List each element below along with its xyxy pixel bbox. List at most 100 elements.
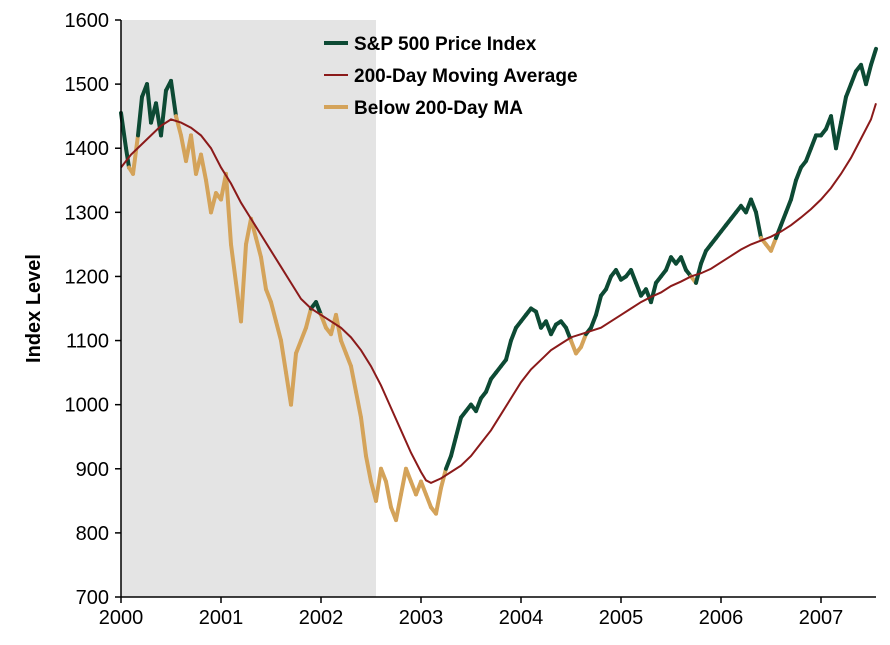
y-tick-label: 1600 xyxy=(65,10,110,32)
y-tick-label: 700 xyxy=(76,587,109,609)
below-ma-segment xyxy=(769,235,778,253)
moving-average-line xyxy=(120,103,877,484)
price-segment xyxy=(809,133,818,151)
price-segment xyxy=(749,197,758,215)
price-segment xyxy=(804,146,813,164)
price-segment xyxy=(869,46,878,67)
below-ma-segment xyxy=(319,312,328,330)
price-segment xyxy=(839,94,848,125)
price-segment xyxy=(594,293,603,317)
y-tick-label: 900 xyxy=(76,459,109,481)
below-ma-segment xyxy=(339,338,348,356)
below-ma-segment xyxy=(239,242,248,324)
below-ma-segment xyxy=(354,389,363,420)
price-segment xyxy=(834,120,843,151)
legend-label-ma: 200-Day Moving Average xyxy=(354,66,578,87)
price-segment xyxy=(119,110,128,151)
below-ma-segment xyxy=(189,133,198,176)
price-segment xyxy=(314,300,323,317)
series-layer xyxy=(119,46,878,523)
x-tick-label: 2000 xyxy=(99,607,144,629)
price-segment xyxy=(474,396,483,414)
price-segment xyxy=(454,415,463,439)
below-ma-segment xyxy=(399,466,408,497)
below-ma-segment xyxy=(264,287,273,305)
price-segment xyxy=(136,94,144,138)
legend-label-below: Below 200-Day MA xyxy=(354,98,523,119)
price-segment xyxy=(629,268,638,285)
below-ma-segment xyxy=(259,255,268,292)
legend: S&P 500 Price Index 200-Day Moving Averag… xyxy=(324,34,578,119)
below-ma-segment xyxy=(199,152,208,183)
below-ma-segment xyxy=(394,492,403,523)
legend-label-price: S&P 500 Price Index xyxy=(354,34,537,55)
price-segment xyxy=(484,377,493,394)
below-ma-segment xyxy=(131,133,140,176)
x-tick-label: 2006 xyxy=(699,607,744,629)
price-segment xyxy=(589,312,598,330)
axis-ticks: 700 800 900 1000 1100 1200 1300 1400 1500 1600 200… xyxy=(65,10,844,629)
y-axis-label: Index Level xyxy=(23,254,45,363)
price-segment xyxy=(679,255,688,273)
below-ma-segment xyxy=(334,312,343,343)
below-ma-segment xyxy=(269,300,278,324)
below-ma-segment xyxy=(254,235,263,260)
price-segment xyxy=(864,62,873,87)
below-ma-segment xyxy=(204,178,213,215)
below-ma-segment xyxy=(424,492,433,510)
y-tick-label: 1500 xyxy=(65,74,110,96)
price-segment xyxy=(754,210,763,240)
y-tick-label: 1100 xyxy=(66,331,109,353)
y-tick-label: 1400 xyxy=(65,138,110,160)
price-segment xyxy=(509,325,518,343)
price-segment xyxy=(699,248,708,266)
price-segment xyxy=(784,197,793,215)
below-ma-segment xyxy=(349,364,358,394)
below-ma-segment xyxy=(289,351,298,407)
y-tick-label: 800 xyxy=(76,523,109,545)
price-segment xyxy=(444,453,453,471)
below-ma-segment xyxy=(434,486,443,516)
price-segment xyxy=(789,178,798,202)
below-ma-segment xyxy=(279,338,288,375)
price-segment xyxy=(449,434,458,458)
price-segment xyxy=(779,210,788,228)
price-segment xyxy=(145,82,153,125)
y-tick-label: 1000 xyxy=(65,395,110,417)
axes xyxy=(120,20,876,598)
x-tick-label: 2005 xyxy=(599,607,644,629)
price-segment xyxy=(649,280,658,305)
below-ma-segment xyxy=(299,325,308,343)
x-tick-label: 2002 xyxy=(299,607,344,629)
x-tick-label: 2007 xyxy=(799,607,844,629)
y-tick-label: 1300 xyxy=(65,202,110,224)
below-ma-segment xyxy=(294,338,303,356)
below-ma-segment xyxy=(304,306,313,330)
x-tick-label: 2004 xyxy=(499,607,544,629)
price-segment xyxy=(159,88,168,138)
below-ma-segment xyxy=(224,171,233,247)
below-ma-segment xyxy=(359,415,368,458)
price-segment xyxy=(504,338,513,362)
below-ma-segment xyxy=(209,191,218,215)
below-ma-segment xyxy=(439,466,448,491)
below-ma-segment xyxy=(374,466,383,503)
below-ma-segment xyxy=(174,114,183,138)
below-ma-segment xyxy=(404,466,413,484)
price-segment xyxy=(534,309,543,330)
below-ma-segment xyxy=(274,319,283,343)
price-segment xyxy=(849,69,858,87)
x-tick-label: 2001 xyxy=(199,607,244,629)
below-ma-segment xyxy=(229,242,238,285)
price-segment xyxy=(794,165,803,183)
below-ma-segment xyxy=(579,332,588,349)
below-ma-segment xyxy=(364,453,373,484)
below-ma-segment xyxy=(384,479,393,510)
y-tick-label: 1200 xyxy=(65,266,110,288)
below-ma-segment xyxy=(344,351,353,369)
x-tick-label: 2003 xyxy=(399,607,444,629)
below-ma-segment xyxy=(419,479,428,497)
price-segment xyxy=(774,223,783,240)
price-segment xyxy=(844,82,853,99)
